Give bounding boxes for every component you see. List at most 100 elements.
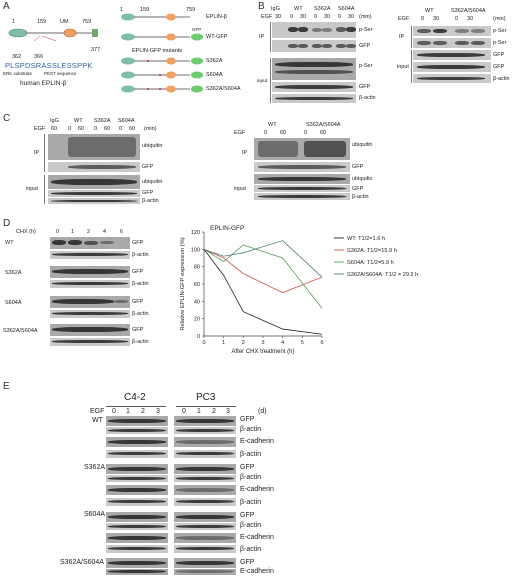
peptide-sequence: PLSPDSRASSLESSPPK [5, 61, 93, 70]
b-blot-actin-input [272, 94, 356, 103]
d-chx-4: 6 [120, 229, 124, 235]
e-wt-gfp-c42 [106, 416, 168, 426]
b-blot-gfp-input [272, 82, 356, 92]
c-egf-1: 0 [68, 126, 72, 132]
c2-ip-label: IP [242, 150, 248, 156]
c-group-s604a: S604A [118, 118, 135, 124]
e-day-label: (d) [258, 408, 267, 415]
e-group-s362a: S362A [84, 464, 106, 471]
c-row-ubiquitin-input: ubiquitin [142, 179, 163, 185]
c-row-ubiquitin-ip: ubiquitin [142, 143, 163, 149]
x-tick-label: 2 [242, 340, 245, 346]
b-egf-5: 0 [338, 14, 342, 20]
panel-e-blot: C4-2 PC3 EGF 0 1 2 3 0 1 2 3 (d) WT GFP … [0, 380, 300, 580]
construct-eplin-bar [121, 13, 190, 21]
b-input-label: input [256, 78, 268, 84]
b2-blot-gfp-1 [413, 50, 491, 60]
b-row-gfp-ip: GFP [359, 43, 371, 49]
d-chx-label: CHX (h) [16, 229, 36, 235]
c-input-label: input [26, 186, 38, 192]
e-double-gfp-c42 [106, 558, 168, 568]
c2-egf-2: 0 [304, 130, 308, 136]
c-ip-label: IP [34, 150, 40, 156]
b-egf-3: 0 [314, 14, 318, 20]
c-min-label: (min) [144, 126, 157, 132]
e-s362a-gfp-c42 [106, 464, 168, 474]
e-double-gfp-pc3 [174, 558, 236, 568]
b2-egf-label: EGF [398, 16, 410, 22]
diagram-um-label: UM [60, 19, 69, 25]
d-chx-1: 1 [71, 229, 75, 235]
e-s362a-actin1-c42 [106, 475, 168, 482]
c2-group-double: S362A/S604A [306, 122, 341, 128]
e-egf-0: 0 [112, 408, 116, 415]
series-line-3 [203, 240, 323, 278]
d-blot-s362a-actin [50, 280, 130, 288]
c2-row-ubiquitin-ip: ubiquitin [352, 142, 373, 148]
e-s604a-row-actin1: β-actin [240, 522, 262, 529]
d-blot-s362a-gfp [50, 266, 130, 278]
construct-s362a-bar [121, 57, 203, 65]
d-row-wt-gfp: GFP [132, 240, 144, 246]
construct-eplin-label: EPLIN-β [206, 14, 227, 20]
b-min-label: (min) [359, 14, 372, 20]
d-chx-3: 4 [103, 229, 107, 235]
b2-egf-3: 30 [467, 16, 474, 22]
y-axis-label: Relative EPLIN-GFP expression (%) [180, 237, 186, 330]
e-egf-6: 2 [212, 408, 216, 415]
y-tick-label: 20 [194, 317, 200, 323]
e-wt-actin2-pc3 [174, 450, 236, 458]
e-wt-row-actin2: β-actin [240, 451, 262, 458]
site-num-362: 362 [12, 54, 22, 60]
construct-wt-gfp-bar [121, 33, 203, 41]
c2-blot-actin-input [254, 193, 350, 200]
d-group-double: S362A/S604A [3, 328, 38, 334]
e-s362a-actin2-c42 [106, 498, 168, 506]
x-axis-label: After CHX treatment (h) [231, 349, 294, 355]
panel-label-e: E [3, 381, 10, 392]
construct-double-bar [121, 85, 203, 93]
b-group-s604a: S604A [338, 6, 355, 12]
e-s604a-actin1-c42 [106, 523, 168, 530]
d-row-s604a-gfp: GFP [132, 299, 144, 305]
c2-row-actin-input: β-actin [352, 194, 369, 200]
e-double-ecad-c42 [106, 569, 168, 575]
e-double-ecad-pc3 [174, 569, 236, 575]
c2-blot-gfp-ip [254, 162, 350, 172]
y-tick-label: 120 [191, 230, 200, 236]
b-row-actin-input: β-actin [359, 95, 376, 101]
b-egf-4: 30 [324, 14, 331, 20]
c2-row-gfp-input: GFP [352, 186, 364, 192]
construct-s604a-label: S604A [206, 72, 223, 78]
c2-egf-label: EGF [234, 130, 246, 136]
b-ip-label: IP [259, 34, 265, 40]
e-egf-label: EGF [90, 408, 105, 415]
c-row-gfp-ip: GFP [142, 164, 154, 170]
panel-label-a: A [3, 1, 10, 12]
e-s362a-actin2-pc3 [174, 498, 236, 506]
b2-input-label: input [397, 64, 409, 70]
d-group-s604a: S604A [5, 300, 22, 306]
panel-a-domain-diagram: 1 159 UM 759 362 366 377 PLSPDSRASSLESSP… [0, 0, 180, 90]
b2-group-double: S362A/S604A [451, 8, 486, 14]
b2-blot-actin [413, 74, 491, 83]
b-row-gfp-input: GFP [359, 84, 371, 90]
c2-blot-ubiquitin-ip [254, 138, 350, 160]
e-wt-ecad-pc3 [174, 437, 236, 447]
panel-label-b: B [258, 1, 265, 12]
panel-a-constructs: 1 159 759 EPLIN-β GFP WT-GFP EPLIN-GFP m… [120, 0, 241, 96]
d-group-wt: WT [5, 240, 14, 246]
c2-row-gfp-ip: GFP [352, 164, 364, 170]
construct-num-759: 759 [186, 7, 196, 13]
series-line-1 [203, 248, 323, 294]
b2-row-gfp-2: GFP [493, 64, 505, 70]
d-blot-double-gfp [50, 324, 130, 336]
e-s362a-row-actin2: β-actin [240, 499, 262, 506]
b-blot-gfp-ip [272, 40, 356, 52]
eplin-domain-bar [8, 28, 98, 41]
x-tick-label: 3 [261, 340, 264, 346]
e-s362a-row-actin1: β-actin [240, 474, 262, 481]
b-group-s362a: S362A [314, 6, 331, 12]
c-blot-gfp-ip [48, 162, 140, 172]
y-tick-label: 40 [194, 299, 200, 305]
